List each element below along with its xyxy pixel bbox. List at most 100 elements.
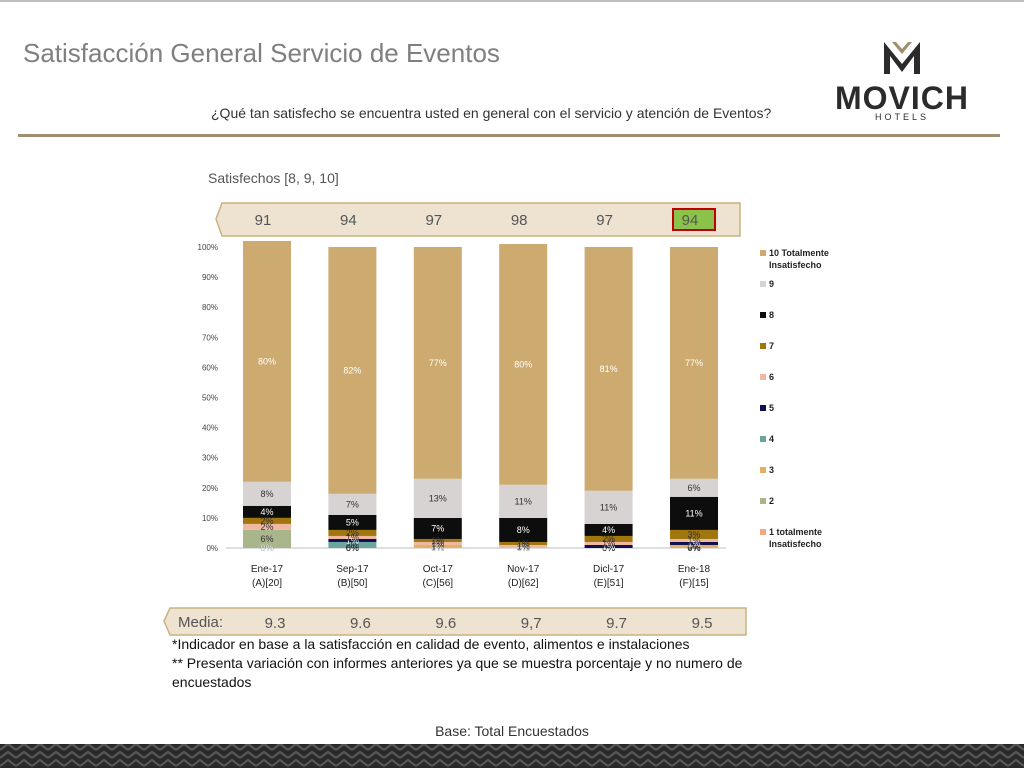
- data-label: 0%: [431, 543, 444, 553]
- data-label: 0%: [260, 543, 273, 553]
- data-label: 0%: [431, 543, 444, 553]
- legend-label: 5: [769, 403, 774, 413]
- legend-label: 9: [769, 279, 774, 289]
- data-label: 0%: [346, 543, 359, 553]
- bar-stack: 0%6%0%0%0%2%2%4%8%80%Ene-17(A)[20]: [243, 240, 291, 589]
- y-tick-label: 10%: [202, 514, 218, 523]
- legend-swatch: [760, 436, 766, 442]
- data-label: 2%: [346, 540, 359, 550]
- data-label: 3%: [687, 529, 700, 539]
- data-label: 11%: [600, 502, 617, 512]
- y-tick-label: 0%: [206, 544, 218, 553]
- data-label: 0%: [517, 543, 530, 553]
- data-label: 0%: [260, 543, 273, 553]
- legend-swatch: [760, 467, 766, 473]
- bar-segment: [499, 541, 548, 545]
- bar-segment: [328, 493, 377, 515]
- data-label: 4%: [260, 507, 273, 517]
- data-label: 2%: [602, 534, 615, 544]
- bar-stack: 0%0%1%0%0%1%1%7%13%77%Oct-17(C)[56]: [413, 247, 462, 589]
- bar-segment: [243, 529, 291, 548]
- category-sublabel: (B)[50]: [337, 578, 367, 589]
- data-label: 0%: [431, 543, 444, 553]
- bar-segment: [670, 544, 718, 548]
- bar-segment: [670, 478, 718, 497]
- data-label: 1%: [346, 532, 359, 542]
- legend-swatch: [760, 405, 766, 411]
- category-sublabel: (F)[15]: [679, 578, 709, 589]
- data-label: 1%: [431, 535, 444, 545]
- y-tick-label: 40%: [202, 424, 218, 433]
- category-label: Dicl-17: [593, 564, 625, 575]
- legend-label: 1 totalmente: [769, 527, 822, 537]
- bar-segment: [499, 243, 548, 485]
- bar-segment: [328, 538, 377, 542]
- bar-segment: [328, 529, 377, 536]
- bar-segment: [584, 523, 633, 536]
- footnote-3: encuestados: [172, 674, 252, 690]
- legend-swatch: [760, 529, 766, 535]
- data-label: 81%: [600, 364, 618, 374]
- data-label: 1%: [602, 538, 615, 548]
- legend-swatch: [760, 498, 766, 504]
- legend-label: 7: [769, 341, 774, 351]
- legend-label: 4: [769, 434, 774, 444]
- bar-segment: [243, 523, 291, 530]
- movich-m-logo-icon: [884, 42, 920, 74]
- category-sublabel: (C)[56]: [423, 578, 454, 589]
- media-value: 9,7: [521, 615, 542, 632]
- bar-segment: [413, 544, 462, 548]
- legend-swatch: [760, 281, 766, 287]
- bar-stack: 0%0%0%0%1%1%2%4%11%81%Dicl-17(E)[51]: [584, 247, 633, 589]
- data-label: 0%: [602, 543, 615, 553]
- bar-stack: 0%0%1%0%1%1%3%11%6%77%Ene-18(F)[15]: [670, 247, 718, 589]
- data-label: 11%: [685, 508, 702, 518]
- legend-label: 2: [769, 496, 774, 506]
- bar-segment: [670, 538, 718, 542]
- header-divider: [18, 134, 1000, 137]
- media-value: 9.3: [265, 615, 286, 632]
- data-label: 0%: [687, 543, 700, 553]
- top-border: [0, 0, 1024, 2]
- satisfied-band: [215, 202, 741, 237]
- legend-label: 8: [769, 310, 774, 320]
- data-label: 2%: [260, 522, 273, 532]
- data-label: 7%: [346, 499, 359, 509]
- data-label: 1%: [517, 538, 530, 548]
- legend-swatch: [760, 374, 766, 380]
- legend-swatch: [760, 250, 766, 256]
- footnote-1: *Indicador en base a la satisfacción en …: [172, 636, 690, 652]
- media-value: 9.6: [435, 615, 456, 632]
- logo-subtext: HOTELS: [874, 112, 929, 122]
- bar-stack: 0%0%0%2%1%1%2%5%7%82%Sep-17(B)[50]: [328, 247, 377, 589]
- data-label: 0%: [346, 543, 359, 553]
- data-label: 13%: [429, 493, 447, 503]
- data-label: 0%: [517, 543, 530, 553]
- bar-segment: [584, 541, 633, 545]
- bar-segment: [413, 247, 462, 479]
- legend-swatch: [760, 343, 766, 349]
- bar-segment: [584, 535, 633, 542]
- bar-segment: [413, 478, 462, 518]
- media-value: 9.7: [606, 615, 627, 632]
- bar-segment: [328, 247, 377, 494]
- y-tick-label: 90%: [202, 273, 218, 282]
- bar-segment: [584, 490, 633, 524]
- legend-swatch: [760, 312, 766, 318]
- data-label: 0%: [602, 543, 615, 553]
- bar-segment: [243, 481, 291, 506]
- chart-subtitle: Satisfechos [8, 9, 10]: [208, 170, 339, 186]
- data-label: 0%: [260, 543, 273, 553]
- bar-segment: [670, 496, 718, 530]
- decorative-footer-pattern: [0, 744, 1024, 768]
- data-label: 0%: [517, 543, 530, 553]
- y-tick-label: 30%: [202, 454, 218, 463]
- media-value: 9.6: [350, 615, 371, 632]
- data-label: 2%: [346, 528, 359, 538]
- bar-segment: [670, 529, 718, 539]
- satisfied-value: 97: [596, 212, 613, 229]
- satisfied-value: 91: [255, 212, 272, 229]
- data-label: 0%: [602, 543, 615, 553]
- data-label: 0%: [687, 543, 700, 553]
